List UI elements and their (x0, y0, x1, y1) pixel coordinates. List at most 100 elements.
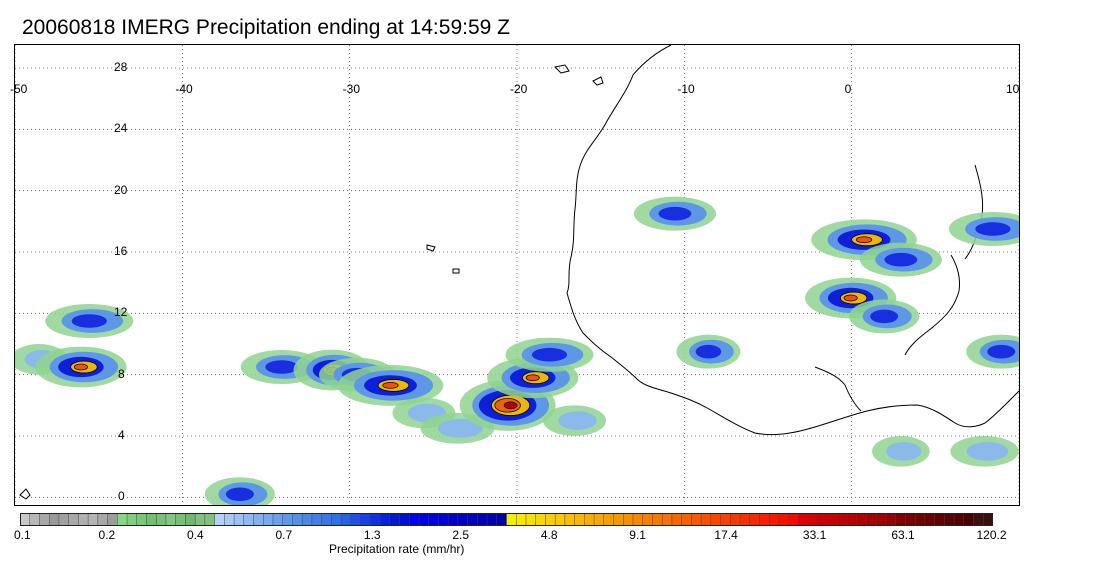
gulf-of-guinea-coast-east (984, 390, 1019, 424)
precip-contour (843, 294, 858, 302)
precip-contour (987, 344, 1016, 359)
longitude-tick-label: 0 (844, 82, 852, 96)
longitude-tick-label: -20 (510, 82, 528, 96)
colorbar-tick-label: 1.3 (363, 528, 381, 542)
colorbar-swatch (20, 513, 31, 526)
coastline-layer (19, 45, 1019, 500)
colorbar-swatch (934, 513, 945, 526)
longitude-tick-label: 10 (1006, 82, 1020, 96)
colorbar-swatch (418, 513, 430, 526)
colorbar-swatch (477, 513, 488, 526)
colorbar-swatch (175, 513, 186, 526)
colorbar-swatch (204, 513, 215, 526)
colorbar-swatch (983, 513, 993, 526)
colorbar-swatch (681, 513, 692, 526)
colorbar-tick-label: 63.1 (891, 528, 915, 542)
precip-contour (265, 360, 299, 374)
colorbar-swatch (195, 513, 206, 526)
precip-contour (884, 252, 918, 267)
colorbar-swatch (924, 513, 936, 526)
map-gridlines (15, 45, 1019, 505)
precip-cell-moderate (633, 196, 716, 231)
colorbar-swatch (39, 513, 50, 526)
colorbar-swatch (740, 513, 751, 526)
precip-cell-light (872, 436, 930, 467)
colorbar-swatch (292, 513, 303, 526)
colorbar-swatch (749, 513, 760, 526)
colorbar-tick-label: 33.1 (802, 528, 827, 542)
precip-contour (531, 347, 568, 362)
colorbar-tick-label: 17.4 (714, 528, 738, 542)
small-island-5 (19, 488, 31, 500)
colorbar-swatch (360, 513, 371, 526)
colorbar-swatch (88, 513, 99, 526)
colorbar-swatch (545, 513, 556, 526)
latitude-tick-label: 0 (118, 489, 125, 504)
colorbar-swatch (885, 513, 897, 526)
colorbar-swatch (671, 513, 683, 526)
page-title: 20060818 IMERG Precipitation ending at 1… (22, 16, 510, 39)
colorbar-swatch (467, 513, 478, 526)
colorbar-swatch (652, 513, 663, 526)
colorbar-tick-label: 2.5 (452, 528, 470, 542)
colorbar-swatch (525, 513, 537, 526)
colorbar-swatch (438, 513, 449, 526)
precip-cell-moderate (204, 477, 275, 505)
colorbar-swatch (127, 513, 138, 526)
colorbar-swatch (535, 513, 546, 526)
colorbar-swatch (68, 513, 79, 526)
colorbar-tick-label: 0.1 (14, 528, 31, 542)
colorbar-swatch (944, 513, 955, 526)
colorbar-swatch (282, 513, 293, 526)
colorbar-swatch (78, 513, 89, 526)
colorbar-swatch (662, 513, 673, 526)
colorbar-swatch (165, 513, 177, 526)
colorbar-swatch (380, 513, 391, 526)
precip-contour (525, 374, 540, 382)
small-island-2 (452, 268, 460, 274)
west-africa-coastline (566, 45, 986, 436)
longitude-tick-label: -50 (10, 82, 28, 96)
colorbar-tick-label: 9.1 (629, 528, 646, 542)
precip-contour (71, 314, 107, 328)
colorbar-swatch (516, 513, 527, 526)
colorbar-swatch (156, 513, 167, 526)
precip-cell-moderate (948, 212, 1019, 246)
colorbar-tick-label: 4.8 (540, 528, 558, 542)
colorbar-swatch (798, 513, 809, 526)
precipitation-layer (15, 196, 1019, 505)
precip-contour (855, 236, 873, 244)
latitude-tick-label: 12 (114, 305, 128, 320)
colorbar-swatch (963, 513, 974, 526)
colorbar-swatch (574, 513, 585, 526)
colorbar-swatch (759, 513, 770, 526)
colorbar-swatch (594, 513, 605, 526)
precip-cell-light (950, 436, 1019, 467)
precip-cell-moderate (45, 304, 134, 338)
colorbar-swatch (389, 513, 400, 526)
colorbar-swatch (496, 513, 507, 526)
precip-contour (658, 206, 692, 221)
map-panel (14, 44, 1020, 506)
colorbar-swatch (331, 513, 342, 526)
precip-cell-heavy (35, 346, 127, 388)
colorbar-swatch (428, 513, 439, 526)
colorbar-swatch (146, 513, 157, 526)
precip-contour (225, 487, 254, 502)
precip-cell-moderate (966, 334, 1019, 369)
colorbar-swatch (623, 513, 634, 526)
latitude-tick-label: 20 (114, 182, 128, 197)
latitude-tick-label: 8 (118, 366, 125, 381)
colorbar-swatch (584, 513, 595, 526)
small-island-4 (592, 76, 604, 86)
colorbar-swatch (399, 513, 410, 526)
precip-cell-light (543, 405, 607, 436)
colorbar-swatch (272, 513, 284, 526)
precip-contour (966, 441, 1009, 461)
precip-cell-heavy (337, 365, 444, 406)
precip-contour (695, 344, 722, 359)
colorbar-swatch (876, 513, 887, 526)
colorbar-swatch (613, 513, 624, 526)
colorbar-swatch (973, 513, 984, 526)
colorbar-swatch (321, 513, 332, 526)
